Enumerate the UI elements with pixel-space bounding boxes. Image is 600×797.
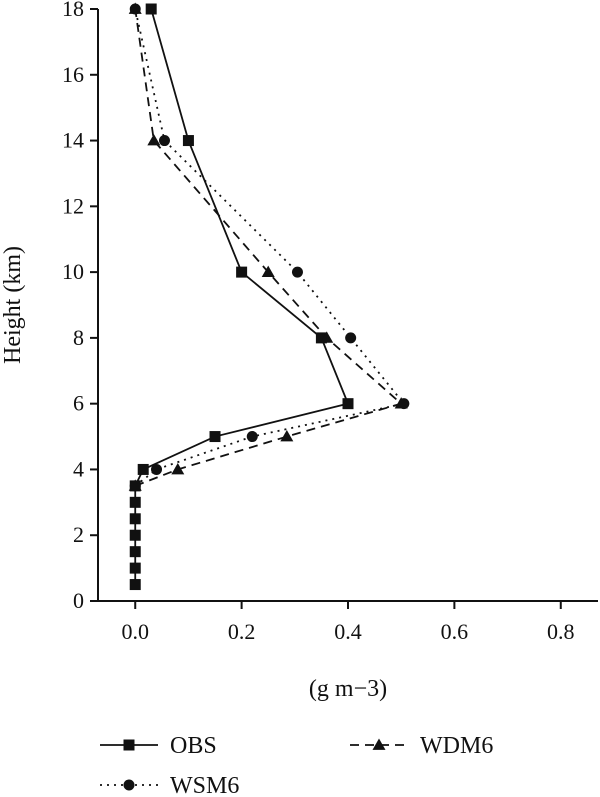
data-point-wsm6: [345, 332, 357, 344]
data-point-obs: [145, 3, 157, 15]
legend-marker-obs: [123, 739, 135, 751]
data-point-wdm6: [171, 462, 185, 475]
legend-item-wdm6: WDM6: [350, 733, 493, 759]
x-tick-label: 0.4: [334, 619, 362, 644]
series-line-wsm6: [134, 8, 406, 487]
data-point-wdm6: [147, 134, 161, 146]
legend-marker-wsm6: [123, 779, 135, 791]
y-axis-title: Height (km): [0, 246, 26, 364]
series-wsm6: [129, 3, 410, 492]
data-point-obs: [137, 463, 149, 475]
data-point-wdm6: [280, 430, 294, 442]
data-point-obs: [129, 562, 141, 574]
data-point-wsm6: [129, 480, 141, 492]
data-point-obs: [182, 135, 194, 147]
series-obs: [129, 3, 354, 591]
data-point-wdm6: [261, 265, 275, 277]
series-line-wdm6: [134, 8, 404, 487]
data-point-wsm6: [129, 3, 141, 15]
data-point-obs: [129, 546, 141, 558]
legend-label: OBS: [170, 733, 217, 759]
data-point-obs: [315, 332, 327, 344]
series-layer: [128, 2, 410, 591]
data-point-obs: [129, 529, 141, 541]
x-ticks: 0.0 0.2 0.4 0.6 0.8: [121, 601, 575, 644]
data-point-obs: [129, 496, 141, 508]
data-point-obs: [342, 398, 354, 410]
data-point-wsm6: [246, 431, 258, 443]
data-point-wsm6: [158, 135, 170, 147]
data-point-wsm6: [291, 266, 303, 278]
axes: 0 2 4 6 8 10 12 14 16 18 0.0 0.2 0.4 0.6 0.8: [62, 0, 598, 644]
x-tick-label: 0.2: [228, 619, 256, 644]
y-tick-label: 16: [62, 62, 84, 87]
data-point-wsm6: [398, 398, 410, 410]
x-axis-title: (g m−3): [309, 676, 387, 702]
y-tick-label: 2: [73, 522, 84, 547]
y-tick-label: 10: [62, 259, 84, 284]
x-tick-label: 0.8: [547, 619, 575, 644]
legend-marker-wdm6: [372, 738, 386, 750]
data-point-obs: [236, 266, 248, 278]
legend-item-obs: OBS: [100, 733, 217, 759]
x-tick-label: 0.6: [441, 619, 469, 644]
data-point-obs: [209, 431, 221, 443]
y-tick-label: 12: [62, 193, 84, 218]
legend-label: WDM6: [420, 733, 493, 759]
y-tick-label: 14: [62, 128, 84, 153]
y-ticks: 0 2 4 6 8 10 12 14 16 18: [62, 0, 98, 613]
y-tick-label: 4: [73, 456, 84, 481]
data-point-wdm6: [320, 331, 334, 343]
legend-item-wsm6: WSM6: [100, 773, 239, 797]
x-tick-label: 0.0: [121, 619, 149, 644]
y-tick-label: 8: [73, 325, 84, 350]
data-point-wsm6: [151, 463, 163, 475]
y-tick-label: 18: [62, 0, 84, 21]
data-point-obs: [129, 513, 141, 525]
y-tick-label: 0: [73, 588, 84, 613]
legend: OBS WDM6 WSM6: [100, 733, 493, 797]
series-line-obs: [134, 8, 350, 585]
y-tick-label: 6: [73, 391, 84, 416]
data-point-obs: [129, 579, 141, 591]
legend-label: WSM6: [170, 773, 239, 797]
